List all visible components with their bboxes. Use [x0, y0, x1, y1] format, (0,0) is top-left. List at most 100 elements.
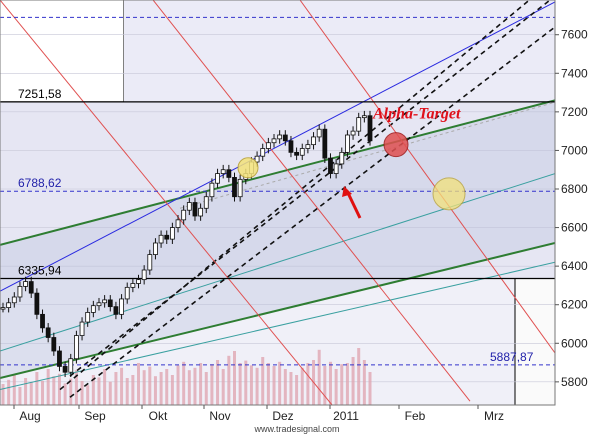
red-arrow-shaft [346, 192, 362, 219]
volume-bar [63, 383, 67, 405]
volume-bar [74, 370, 78, 405]
candle-down [51, 337, 57, 352]
volume-bar [216, 360, 220, 405]
candle-up [17, 285, 23, 298]
candle-up [23, 281, 28, 287]
volume-bar [357, 348, 361, 405]
volume-bar [176, 365, 180, 405]
red-arrow-head [342, 186, 352, 197]
candle-up [209, 182, 215, 198]
candle-up [260, 148, 266, 157]
volume-bar [80, 381, 84, 405]
volume-bar [57, 373, 61, 405]
candle-down [28, 281, 34, 294]
volume-bar [238, 363, 242, 405]
volume-bar [362, 360, 366, 405]
candle-up [237, 178, 243, 198]
channel-lower-line [0, 242, 555, 379]
candle-down [164, 234, 170, 240]
candle-up [339, 151, 345, 165]
volume-bar [266, 363, 270, 405]
upper-left-box [0, 0, 125, 103]
volume-bar [103, 369, 107, 405]
volume-bar [153, 376, 157, 405]
volume-bar [125, 378, 129, 405]
red-line-middle [152, 0, 471, 402]
price-candles [0, 110, 373, 378]
candle-up [345, 134, 350, 153]
level-label: 6335,94 [18, 263, 62, 277]
candle-down [113, 306, 119, 315]
candle-down [367, 115, 373, 142]
candle-down [62, 366, 68, 373]
volume-bar [24, 378, 28, 405]
y-tick-label: 7400 [561, 66, 588, 80]
candle-up [169, 227, 175, 240]
candle-up [350, 130, 356, 136]
volume-bar [232, 351, 236, 405]
steep-channel-lower [69, 26, 555, 398]
y-tick-label: 6200 [561, 298, 588, 312]
volume-bar [69, 378, 73, 405]
candle-up [254, 155, 260, 163]
grey-dashed-line [179, 101, 555, 209]
yellow-circle-small [237, 157, 259, 179]
volume-bar [317, 349, 321, 405]
volume-bar [227, 355, 231, 405]
red-target-circle [383, 132, 409, 158]
candle-up [124, 286, 130, 300]
lower-right-box [514, 277, 556, 406]
volume-bar [193, 367, 197, 405]
alpha-target-label: Alpha-Target [372, 106, 461, 123]
volume-bar [131, 375, 135, 405]
candle-up [220, 169, 226, 174]
volume-bar [97, 377, 101, 405]
candle-down [232, 177, 237, 198]
x-tick-label: 2011 [333, 409, 359, 423]
candle-up [136, 279, 141, 284]
volume-bar [187, 370, 191, 405]
candle-up [68, 358, 74, 373]
candle-up [181, 209, 187, 221]
volume-bar [368, 372, 372, 405]
volume-bar [46, 369, 50, 405]
x-tick-label: Okt [149, 409, 168, 423]
volume-bar [300, 367, 304, 405]
candle-up [198, 207, 204, 217]
candle-down [328, 157, 333, 174]
trend-channels [0, 0, 555, 405]
plot-border [0, 0, 556, 406]
candle-up [356, 117, 362, 132]
level-label: 5887,87 [490, 350, 534, 364]
candle-up [316, 128, 322, 138]
candle-up [175, 219, 181, 228]
candle-up [203, 196, 209, 209]
volume-bar [199, 363, 203, 405]
volume-bar [86, 385, 90, 405]
candle-down [40, 313, 45, 329]
volume-bar [120, 367, 124, 405]
horizontal-levels: 7251,58 6788,62 6335,94 5887,87 [0, 16, 555, 366]
x-tick-label: Feb [405, 409, 426, 423]
volume-bar [18, 387, 22, 405]
candle-up [96, 302, 102, 307]
candle-down [294, 151, 300, 156]
candle-down [34, 292, 40, 315]
y-tick-label: 5800 [561, 375, 588, 389]
volume-bar [204, 372, 208, 405]
channel-shade [0, 100, 555, 379]
volume-bar [170, 375, 174, 405]
x-tick-label: Mrz [484, 409, 504, 423]
y-tick-label: 6600 [561, 221, 588, 235]
y-tick-label: 7200 [561, 105, 588, 119]
volume-bar [244, 360, 248, 405]
source-credit: www.tradesignal.com [253, 424, 339, 434]
annotations: Alpha-Target [237, 106, 466, 219]
volume-bars [1, 348, 372, 405]
volume-bar [261, 357, 265, 405]
upper-right-zone [124, 0, 555, 102]
y-tick-label: 6400 [561, 259, 588, 273]
candle-up [158, 234, 164, 244]
